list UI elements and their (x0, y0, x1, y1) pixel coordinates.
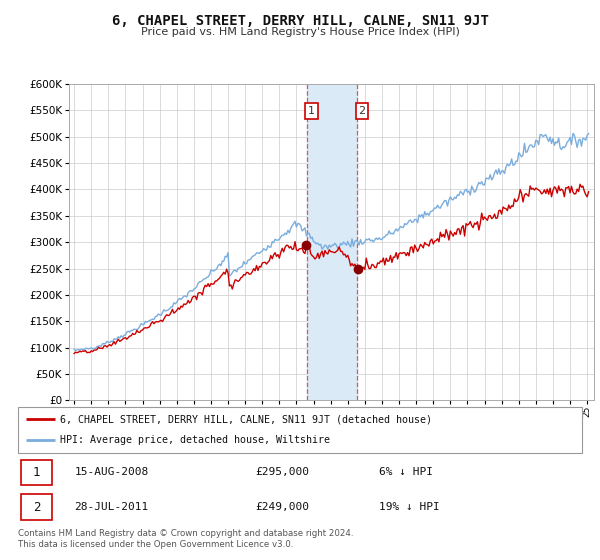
FancyBboxPatch shape (18, 407, 582, 452)
Text: 6, CHAPEL STREET, DERRY HILL, CALNE, SN11 9JT: 6, CHAPEL STREET, DERRY HILL, CALNE, SN1… (112, 14, 488, 28)
Text: 2: 2 (358, 106, 365, 116)
Text: 1: 1 (308, 106, 315, 116)
Bar (307, 84, 358, 400)
Text: 6% ↓ HPI: 6% ↓ HPI (379, 468, 433, 477)
Text: Contains HM Land Registry data © Crown copyright and database right 2024.
This d: Contains HM Land Registry data © Crown c… (18, 529, 353, 549)
Text: 1: 1 (33, 466, 40, 479)
Text: 2: 2 (33, 501, 40, 514)
Text: 15-AUG-2008: 15-AUG-2008 (74, 468, 149, 477)
Text: 6, CHAPEL STREET, DERRY HILL, CALNE, SN11 9JT (detached house): 6, CHAPEL STREET, DERRY HILL, CALNE, SN1… (60, 414, 432, 424)
Text: Price paid vs. HM Land Registry's House Price Index (HPI): Price paid vs. HM Land Registry's House … (140, 27, 460, 37)
FancyBboxPatch shape (21, 460, 52, 485)
Text: £249,000: £249,000 (255, 502, 309, 512)
Text: HPI: Average price, detached house, Wiltshire: HPI: Average price, detached house, Wilt… (60, 435, 331, 445)
Text: 19% ↓ HPI: 19% ↓ HPI (379, 502, 440, 512)
Text: 28-JUL-2011: 28-JUL-2011 (74, 502, 149, 512)
Text: £295,000: £295,000 (255, 468, 309, 477)
FancyBboxPatch shape (21, 494, 52, 520)
